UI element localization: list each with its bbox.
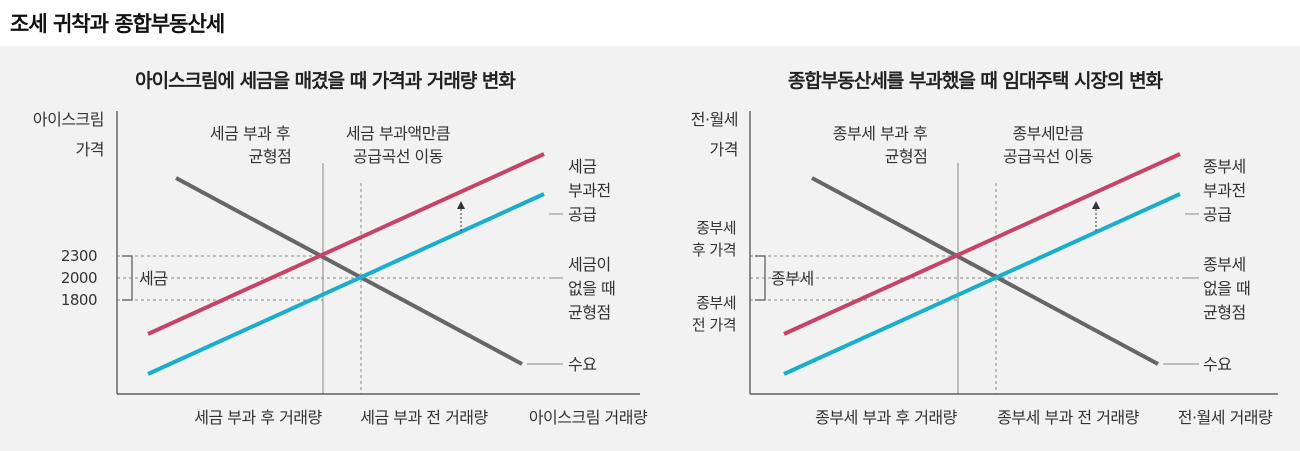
demand-curve [811, 176, 1159, 366]
demand-curve [175, 176, 523, 366]
supply-after-curve [783, 152, 1181, 336]
y-axis-label-line2: 가격 [710, 140, 738, 159]
qty-before-label: 세금 부과 전 거래량 [360, 408, 488, 427]
eq-before-label-line1: 종부세 [1203, 255, 1246, 274]
title-bar: 조세 귀착과 종합부동산세 [0, 0, 1300, 46]
tax-label: 세금 [139, 269, 167, 288]
tick-2000: 2000 [61, 269, 97, 287]
y-axis-label-line1: 전·월세 [691, 110, 738, 129]
eq-after-label-line2: 균형점 [885, 147, 928, 166]
eq-before-label-line2: 없을 때 [1203, 279, 1250, 298]
qty-before-label: 종부세 부과 전 거래량 [997, 408, 1140, 427]
eq-before-label-line2: 없을 때 [568, 279, 615, 298]
tax-bracket [122, 255, 133, 301]
shift-arrow-icon [457, 201, 465, 209]
tax-label: 종부세 [771, 269, 814, 288]
property-tax-panel-title: 종합부동산세를 부과했을 때 임대주택 시장의 변화 [787, 70, 1163, 92]
supply-before-curve [783, 192, 1181, 376]
shift-label-line1: 세금 부과액만큼 [346, 124, 450, 143]
supply-after-label-line1: 종부세 [1203, 157, 1246, 176]
price-after-tick-line1: 종부세 [696, 219, 736, 237]
y-axis-label-line2: 가격 [76, 140, 104, 159]
shift-label-line2: 공급곡선 이동 [1003, 147, 1093, 166]
tick-1800: 1800 [61, 291, 97, 309]
supply-before-label: 공급 [1203, 205, 1231, 224]
qty-after-label: 세금 부과 후 거래량 [194, 408, 322, 427]
x-axis-label: 아이스크림 거래량 [529, 408, 648, 427]
eq-before-label-line3: 균형점 [568, 303, 611, 322]
supply-after-label-line2: 부과전 [568, 181, 611, 200]
demand-label: 수요 [1203, 355, 1231, 374]
property-tax-panel: 종합부동산세를 부과했을 때 임대주택 시장의 변화 종부세 [650, 46, 1300, 451]
y-axis-label-line1: 아이스크림 [33, 110, 104, 129]
price-before-tick-line1: 종부세 [696, 294, 736, 312]
price-after-tick-line2: 후 가격 [692, 241, 736, 259]
supply-after-label-line2: 부과전 [1203, 181, 1246, 200]
shift-label-line2: 공급곡선 이동 [353, 147, 443, 166]
tax-bracket [755, 255, 766, 301]
eq-before-label-line3: 균형점 [1203, 303, 1246, 322]
shift-label-line1: 종부세만큼 [1012, 124, 1083, 143]
shift-arrow-icon [1092, 201, 1100, 209]
main-title: 조세 귀착과 종합부동산세 [10, 12, 225, 36]
eq-after-label-line1: 종부세 부과 후 [833, 124, 928, 143]
eq-after-label-line1: 세금 부과 후 [210, 124, 290, 143]
supply-before-curve [147, 192, 545, 376]
supply-after-curve [147, 152, 545, 336]
price-before-tick-line2: 전 가격 [692, 316, 736, 334]
tick-2300: 2300 [61, 247, 97, 265]
ice-cream-panel: 아이스크림에 세금을 매겼을 때 가격과 거래량 변화 세금 [0, 46, 650, 451]
supply-before-label: 공급 [568, 205, 596, 224]
property-tax-diagram: 종부세 전·월세 가격 종부세 후 가격 종부세 전 가격 종부 [691, 110, 1278, 427]
qty-after-label: 종부세 부과 후 거래량 [815, 408, 958, 427]
supply-after-label-line1: 세금 [568, 157, 596, 176]
ice-cream-tax-diagram: 세금 아이스크림 가격 2300 2000 1800 세금 부과 후 [33, 110, 649, 427]
eq-before-label-line1: 세금이 [568, 255, 611, 274]
x-axis-label: 전·월세 거래량 [1178, 408, 1273, 427]
ice-cream-panel-title: 아이스크림에 세금을 매겼을 때 가격과 거래량 변화 [135, 70, 516, 92]
demand-label: 수요 [568, 355, 596, 374]
eq-after-label-line2: 균형점 [249, 147, 292, 166]
